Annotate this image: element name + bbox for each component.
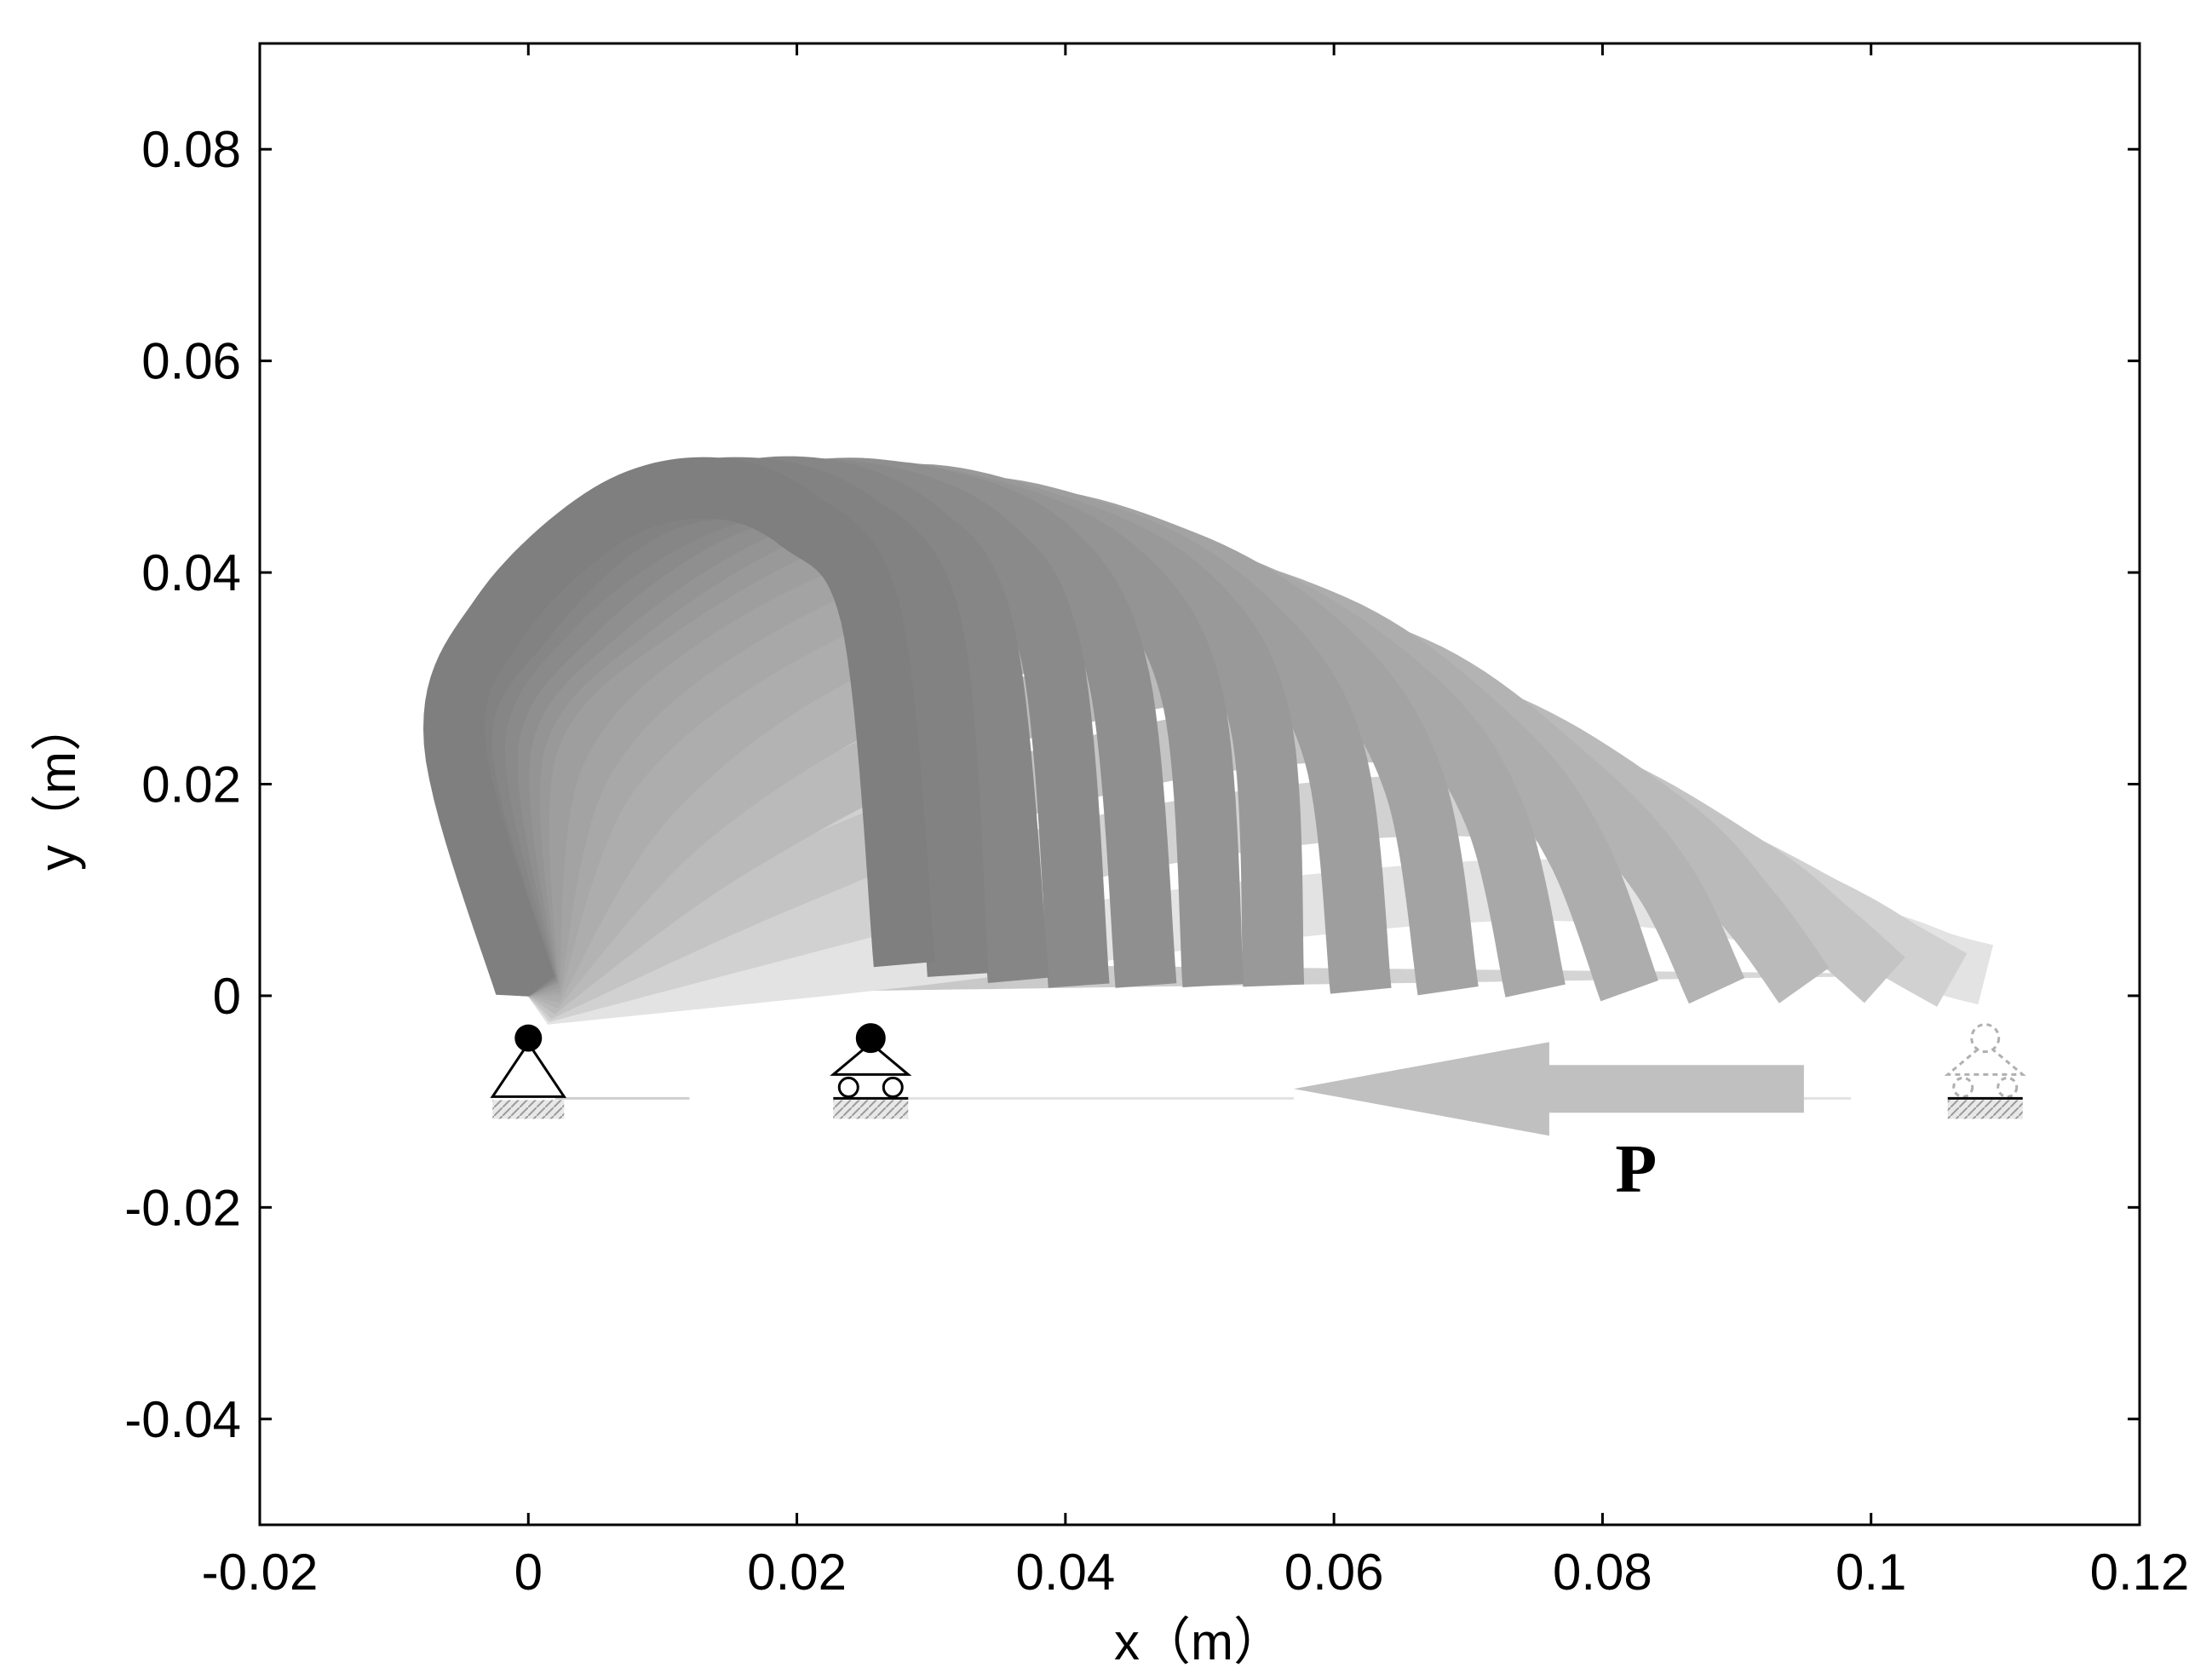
support-wheel-left — [837, 1076, 859, 1098]
force-arrow — [1293, 1042, 1804, 1136]
force-label: P — [1615, 1132, 1657, 1207]
x-tick-label: 0.08 — [1553, 1544, 1652, 1601]
support-hatch — [492, 1100, 565, 1119]
y-tick-labels: -0.04 -0.02 0 0.02 0.04 0.06 0.08 — [124, 121, 241, 1448]
support-wheel-right — [882, 1076, 904, 1098]
x-tick-label: 0.02 — [747, 1544, 847, 1601]
x-tick-label: -0.02 — [202, 1544, 319, 1601]
y-tick-label: -0.02 — [124, 1179, 241, 1236]
x-tick-label: 0.06 — [1284, 1544, 1384, 1601]
x-tick-labels: -0.02 0 0.02 0.04 0.06 0.08 0.1 0.12 — [202, 1544, 2190, 1601]
x-tick-label: 0 — [514, 1544, 543, 1601]
y-tick-label: 0.06 — [141, 333, 241, 390]
support-hatch — [833, 1100, 909, 1119]
x-axis-label: x（m） — [1114, 1613, 1284, 1670]
support-wheel-right — [1997, 1076, 2019, 1098]
axis-ticks — [258, 43, 2141, 1525]
y-tick-label: 0.04 — [141, 544, 241, 601]
supports — [490, 1023, 2026, 1119]
y-tick-label: -0.04 — [124, 1391, 241, 1448]
roller-support-2 — [830, 1023, 912, 1119]
force-arrow-group — [1293, 1042, 1804, 1136]
y-tick-label: 0 — [213, 968, 241, 1025]
support-triangle — [830, 1041, 912, 1076]
pin-support-1 — [490, 1024, 567, 1119]
support-hatch — [1947, 1100, 2023, 1119]
support-triangle — [1944, 1041, 2026, 1076]
x-tick-label: 0.04 — [1016, 1544, 1116, 1601]
support-pin — [1970, 1023, 2001, 1054]
y-tick-label: 0.08 — [141, 121, 241, 178]
y-axis-label: y（m） — [29, 700, 86, 871]
support-wheel-left — [1952, 1076, 1974, 1098]
roller-dashed-support-3 — [1944, 1023, 2026, 1119]
support-pin — [855, 1023, 886, 1054]
x-tick-label: 0.1 — [1836, 1544, 1906, 1601]
deformed-shape-1 — [422, 457, 935, 997]
y-tick-label: 0.02 — [141, 756, 241, 814]
deformed-shapes — [422, 456, 1994, 1025]
x-tick-label: 0.12 — [2090, 1544, 2190, 1601]
support-triangle — [490, 1040, 567, 1098]
support-pin — [514, 1024, 543, 1052]
